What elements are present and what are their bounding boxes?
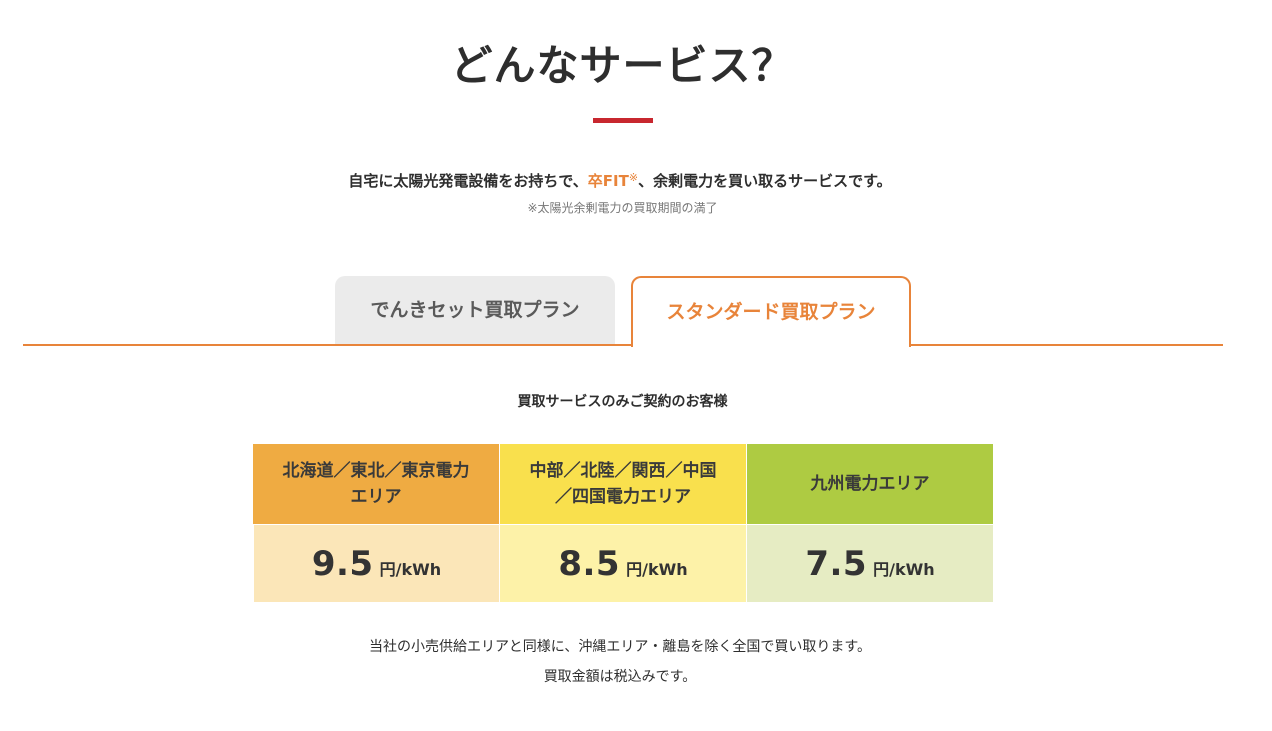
price-unit: 円/kWh xyxy=(873,559,935,579)
area-header-hokkaido-tohoku-tokyo: 北海道／東北／東京電力 エリア xyxy=(253,444,499,524)
price-unit: 円/kWh xyxy=(626,559,688,579)
description-text-before: 自宅に太陽光発電設備をお持ちで、 xyxy=(348,172,588,190)
coverage-note: 当社の小売供給エリアと同様に、沖縄エリア・離島を除く全国で買い取ります。 xyxy=(369,639,871,655)
tab-underline xyxy=(23,344,1223,346)
sotsu-fit-highlight: 卒FIT xyxy=(587,172,629,190)
tab-denki-set-plan[interactable]: でんきセット買取プラン xyxy=(335,276,615,345)
panel-subheading: 買取サービスのみご契約のお客様 xyxy=(517,394,728,410)
tax-note: 買取金額は税込みです。 xyxy=(543,669,697,685)
price-value: 8.5 xyxy=(558,543,621,584)
price-unit: 円/kWh xyxy=(379,559,442,579)
section-title: どんなサービス？ xyxy=(450,41,795,90)
sotsu-fit-note: ※太陽光余剰電力の買取期間の満了 xyxy=(527,201,718,215)
tab-standard-plan[interactable]: スタンダード買取プラン xyxy=(631,276,911,347)
price-value: 7.5 xyxy=(805,543,868,584)
title-underline xyxy=(593,118,653,123)
price-cell-kyushu: 7.5 円/kWh xyxy=(746,524,993,602)
rate-table: 北海道／東北／東京電力 エリア 中部／北陸／関西／中国 ／四国電力エリア 九州電力エ… xyxy=(253,444,993,602)
description-text-after: 、余剰電力を買い取るサービスです。 xyxy=(638,172,892,190)
footnote-mark: ※ xyxy=(628,171,639,184)
service-description: 自宅に太陽光発電設備をお持ちで、卒FIT※、余剰電力を買い取るサービスです。 xyxy=(0,170,1240,192)
area-header-kyushu: 九州電力エリア xyxy=(746,444,993,524)
area-header-chubu-hokuriku-kansai-chugoku-shikoku: 中部／北陸／関西／中国 ／四国電力エリア xyxy=(499,444,746,524)
price-cell-chubu-hokuriku-kansai-chugoku-shikoku: 8.5 円/kWh xyxy=(499,524,746,602)
price-cell-hokkaido-tohoku-tokyo: 9.5 円/kWh xyxy=(253,524,499,602)
price-value: 9.5 xyxy=(311,543,374,584)
